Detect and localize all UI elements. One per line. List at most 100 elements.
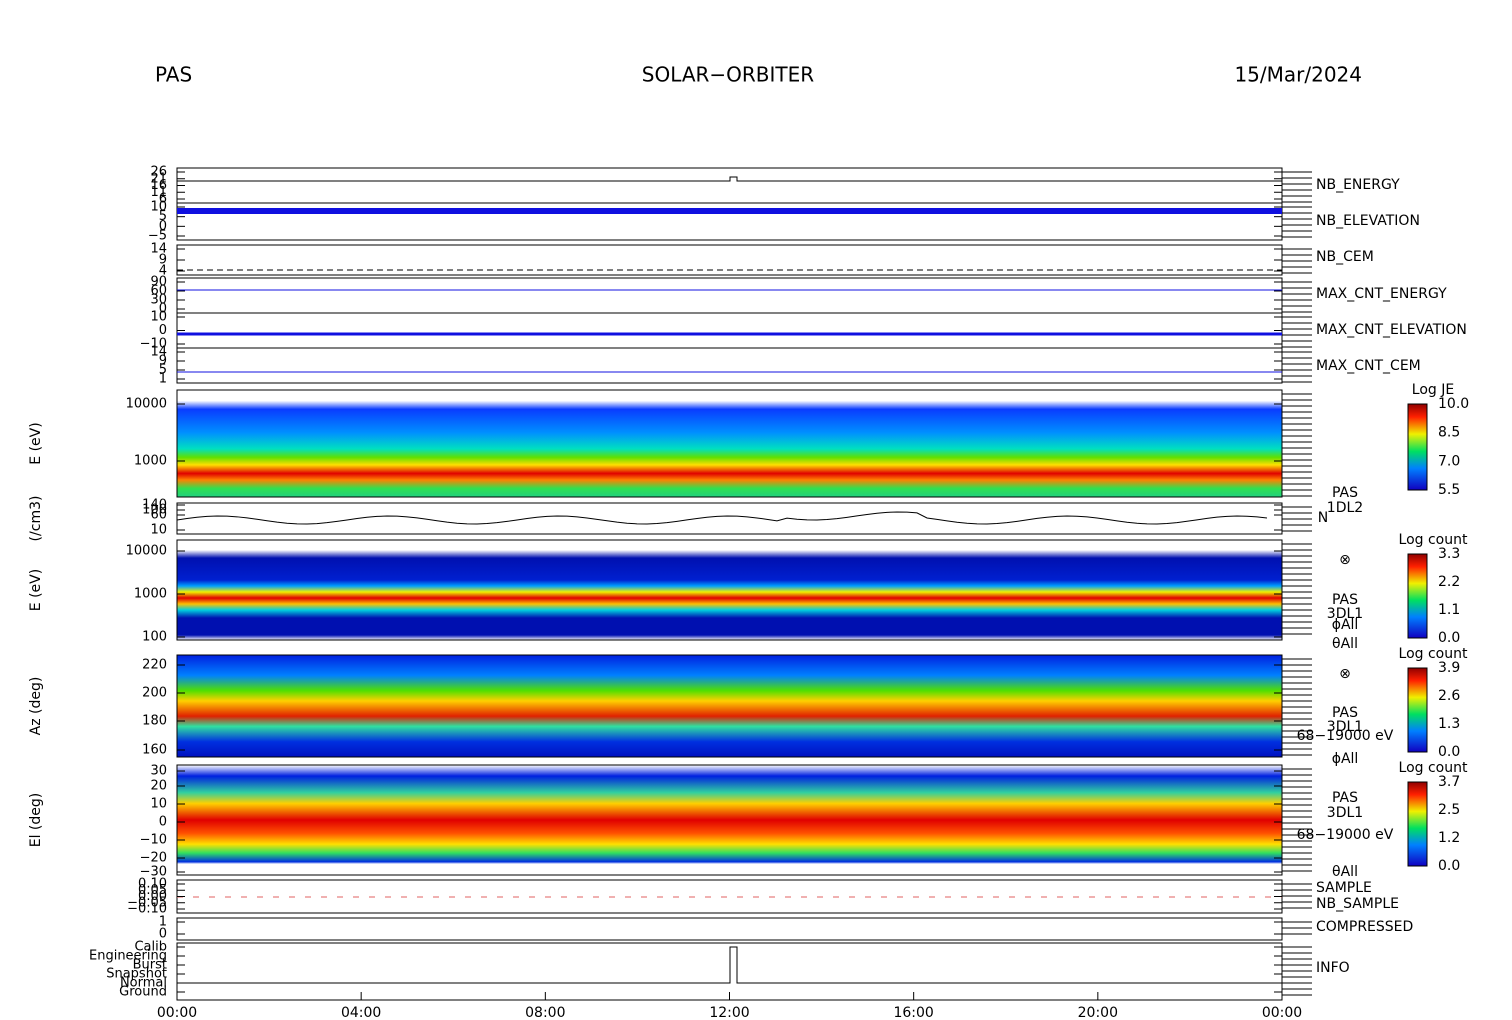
y-tick-label: 11 xyxy=(150,185,167,200)
y-tick-label: 1 xyxy=(159,915,167,930)
y-tick-label: 1000 xyxy=(134,454,167,469)
y-axis-label: E (eV) xyxy=(28,569,44,611)
colorbar-title: Log count xyxy=(1399,532,1468,548)
trace-band xyxy=(177,208,1282,214)
y-tick-label: 0 xyxy=(159,219,167,234)
colorbar-tick-label: 10.0 xyxy=(1438,396,1469,412)
y-tick-label: Burst xyxy=(133,958,167,973)
y-tick-label: −20 xyxy=(140,851,167,866)
y-tick-label: 26 xyxy=(150,165,167,180)
y-tick-label: 0.00 xyxy=(138,889,167,904)
y-tick-label: 6 xyxy=(159,192,167,207)
trace xyxy=(177,176,1282,182)
y-axis-label: Az (deg) xyxy=(28,677,44,736)
spectrogram xyxy=(177,655,1282,757)
y-tick-label: 1000 xyxy=(134,587,167,602)
colorbar-title: Log JE xyxy=(1412,382,1454,398)
y-tick-label: Ground xyxy=(119,985,167,1000)
y-tick-label: 30 xyxy=(150,293,167,308)
y-tick-label: 10000 xyxy=(126,544,167,559)
colorbar-tick-label: 2.6 xyxy=(1438,688,1460,704)
panel-frame xyxy=(176,539,1283,641)
y-tick-label: −10 xyxy=(140,337,167,352)
panel-label: 3DL1 xyxy=(1327,719,1363,735)
panel-label: MAX_CNT_ENERGY xyxy=(1316,286,1447,302)
colorbar-tick-label: 3.3 xyxy=(1438,546,1460,562)
y-tick-label: 180 xyxy=(142,714,167,729)
y-tick-label: 10 xyxy=(150,797,167,812)
panel-label: PAS xyxy=(1332,790,1358,806)
header-right: 15/Mar/2024 xyxy=(1234,63,1362,87)
y-tick-label: 16 xyxy=(150,178,167,193)
header-center: SOLAR−ORBITER xyxy=(642,63,814,87)
y-tick-label: 4 xyxy=(159,264,167,279)
panel-label: PAS xyxy=(1332,592,1358,608)
spectrogram xyxy=(177,390,1282,497)
colorbar-tick-label: 2.2 xyxy=(1438,574,1460,590)
panel-frame xyxy=(176,167,1283,204)
y-tick-label: 0 xyxy=(159,302,167,317)
colorbar xyxy=(1407,667,1428,753)
y-tick-label: 90 xyxy=(150,275,167,290)
panel-frame xyxy=(176,347,1283,384)
y-tick-label: −0.05 xyxy=(127,895,167,910)
y-tick-label: 220 xyxy=(142,658,167,673)
colorbar-title: Log count xyxy=(1399,646,1468,662)
panel-label: NB_CEM xyxy=(1316,249,1374,265)
panel-label: 3DL1 xyxy=(1327,606,1363,622)
panel-label: N xyxy=(1318,510,1328,526)
x-tick-label: 08:00 xyxy=(525,1005,565,1020)
panel-label: INFO xyxy=(1316,960,1350,976)
y-tick-label: 10 xyxy=(150,523,167,538)
x-tick-label: 00:00 xyxy=(157,1005,197,1020)
y-tick-label: 0.10 xyxy=(138,877,167,892)
panel-label: SAMPLE xyxy=(1316,880,1372,896)
colorbar-tick-label: 7.0 xyxy=(1438,453,1460,469)
panel-frame xyxy=(176,764,1283,876)
x-tick-label: 00:00 xyxy=(1262,1005,1302,1020)
x-tick-label: 04:00 xyxy=(341,1005,381,1020)
panel-label: ϕAll xyxy=(1332,617,1359,633)
y-tick-label: 60 xyxy=(150,508,167,523)
y-tick-label: 0 xyxy=(159,323,167,338)
colorbar-tick-label: 0.0 xyxy=(1438,744,1460,760)
y-tick-label: 5 xyxy=(159,209,167,224)
colorbar-title: Log count xyxy=(1399,760,1468,776)
y-tick-label: 20 xyxy=(150,779,167,794)
y-tick-label: 30 xyxy=(150,764,167,779)
panel-frame xyxy=(176,502,1283,535)
x-tick-label: 12:00 xyxy=(709,1005,749,1020)
spectrogram xyxy=(177,540,1282,640)
colorbar xyxy=(1407,781,1428,867)
panel-frame xyxy=(176,389,1283,498)
y-axis-label: E (eV) xyxy=(28,422,44,464)
y-tick-label: 10000 xyxy=(126,397,167,412)
panel-frame xyxy=(176,917,1283,941)
y-tick-label: 0 xyxy=(159,815,167,830)
y-axis-label: (/cm3) xyxy=(28,496,44,542)
x-tick-label: 20:00 xyxy=(1078,1005,1118,1020)
x-tick-label: 16:00 xyxy=(893,1005,933,1020)
panel-label: ⊗ xyxy=(1339,666,1351,682)
panel-frame xyxy=(176,312,1283,349)
colorbar-tick-label: 3.9 xyxy=(1438,660,1460,676)
y-tick-label: 200 xyxy=(142,686,167,701)
y-tick-label: 21 xyxy=(150,171,167,186)
colorbar xyxy=(1407,553,1428,639)
y-tick-label: Calib xyxy=(134,940,167,955)
y-tick-label: Normal xyxy=(120,976,167,991)
panel-label: θAll xyxy=(1332,864,1358,880)
panel-label: ⊗ xyxy=(1339,552,1351,568)
trace xyxy=(176,511,1268,525)
y-tick-label: 0.05 xyxy=(138,883,167,898)
colorbar xyxy=(1407,403,1428,491)
panel-frame xyxy=(176,654,1283,758)
y-tick-label: 160 xyxy=(142,743,167,758)
y-tick-label: Snapshot xyxy=(106,967,167,982)
y-tick-label: 9 xyxy=(159,253,167,268)
panel-label: 68−19000 eV xyxy=(1297,827,1394,843)
panel-label: NB_SAMPLE xyxy=(1316,896,1399,912)
panel-label: θAll xyxy=(1332,636,1358,652)
y-axis-label: El (deg) xyxy=(28,793,44,848)
